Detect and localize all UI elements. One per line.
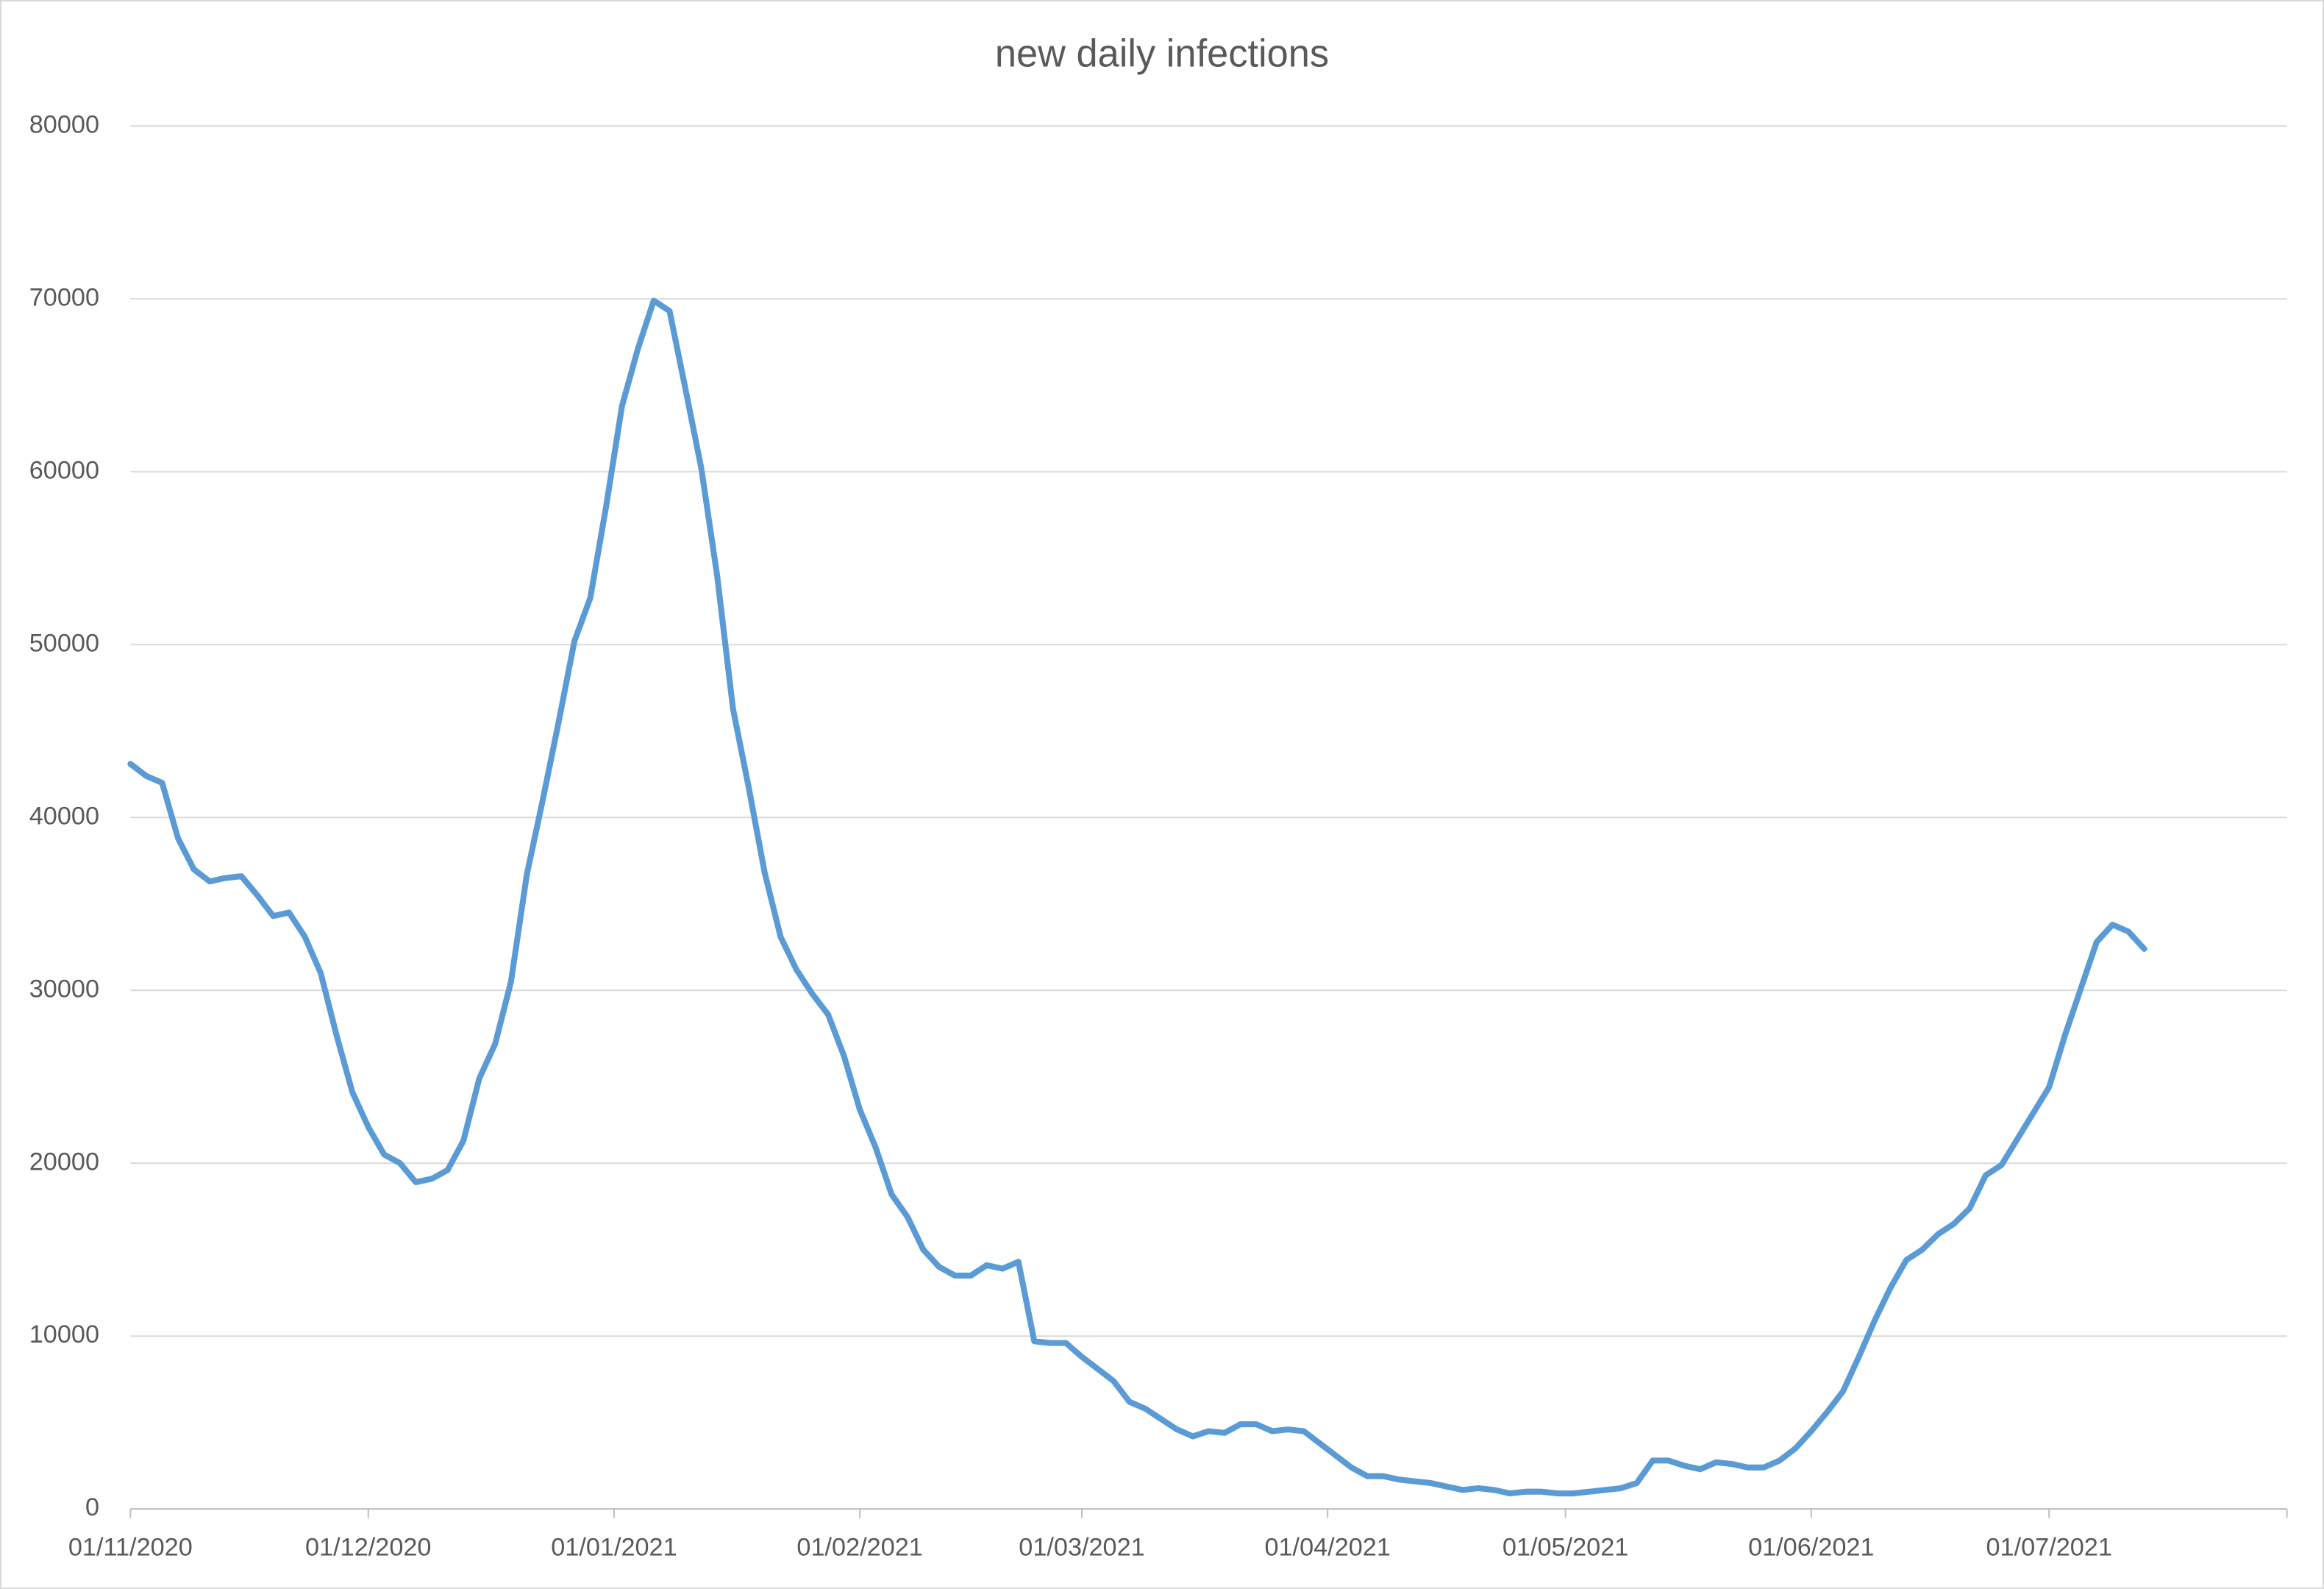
x-tick-label: 01/06/2021	[1748, 1534, 1874, 1562]
y-tick-label: 0	[85, 1493, 99, 1521]
y-tick-label: 20000	[29, 1148, 99, 1176]
x-tick-label: 01/11/2020	[68, 1534, 193, 1562]
y-tick-label: 70000	[29, 283, 99, 311]
y-tick-label: 30000	[29, 975, 99, 1003]
x-tick-label: 01/03/2021	[1019, 1534, 1144, 1562]
x-tick-label: 01/07/2021	[1986, 1534, 2111, 1562]
y-tick-label: 60000	[29, 456, 99, 484]
y-tick-label: 50000	[29, 629, 99, 657]
y-tick-label: 10000	[29, 1320, 99, 1348]
y-tick-label: 80000	[29, 110, 99, 138]
x-tick-label: 01/05/2021	[1503, 1534, 1628, 1562]
x-tick-label: 01/01/2021	[551, 1534, 677, 1562]
x-tick-label: 01/04/2021	[1264, 1534, 1390, 1562]
y-tick-label: 40000	[29, 802, 99, 830]
data-line	[127, 297, 2147, 1497]
x-tick-label: 01/12/2020	[305, 1534, 431, 1562]
chart-title: new daily infections	[995, 32, 1329, 75]
x-tick-label: 01/02/2021	[796, 1534, 922, 1562]
